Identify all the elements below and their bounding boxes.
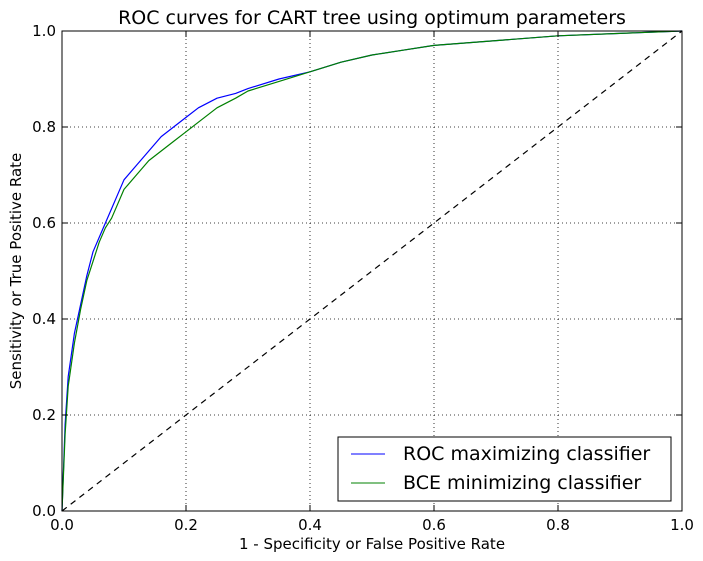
x-tick-label: 0.8	[546, 516, 570, 534]
y-axis-label: Sensitivity or True Positive Rate	[7, 153, 25, 390]
chart-title: ROC curves for CART tree using optimum p…	[118, 7, 626, 29]
x-tick-label: 1.0	[670, 516, 694, 534]
legend-box	[337, 436, 672, 502]
x-tick-label: 0.6	[422, 516, 446, 534]
y-tick-label: 0.6	[32, 214, 56, 232]
y-tick-label: 0.2	[32, 406, 56, 424]
tick-layer: 0.0 0.2 0.4 0.6 0.8 1.0 0.0 0.2 0.4 0.6 0.8 1.0	[32, 22, 694, 534]
series-line-chance	[61, 30, 683, 512]
series-line-bce-minimizing-classifier	[61, 30, 683, 512]
y-tick-label: 1.0	[32, 22, 56, 40]
grid-layer	[62, 31, 682, 511]
x-tick-label: 0.0	[50, 516, 74, 534]
y-tick-label: 0.4	[32, 310, 56, 328]
legend-label-roc: ROC maximizing classifier	[403, 443, 650, 465]
x-tick-label: 0.4	[298, 516, 322, 534]
y-tick-label: 0.8	[32, 118, 56, 136]
legend-label-bce: BCE minimizing classifier	[403, 472, 641, 494]
series-layer	[61, 30, 683, 512]
x-axis-label: 1 - Specificity or False Positive Rate	[239, 535, 505, 553]
legend: ROC maximizing classifier BCE minimizing…	[337, 436, 672, 502]
x-tick-label: 0.2	[174, 516, 198, 534]
y-tick-label: 0.0	[32, 502, 56, 520]
plot-frame	[61, 30, 683, 512]
